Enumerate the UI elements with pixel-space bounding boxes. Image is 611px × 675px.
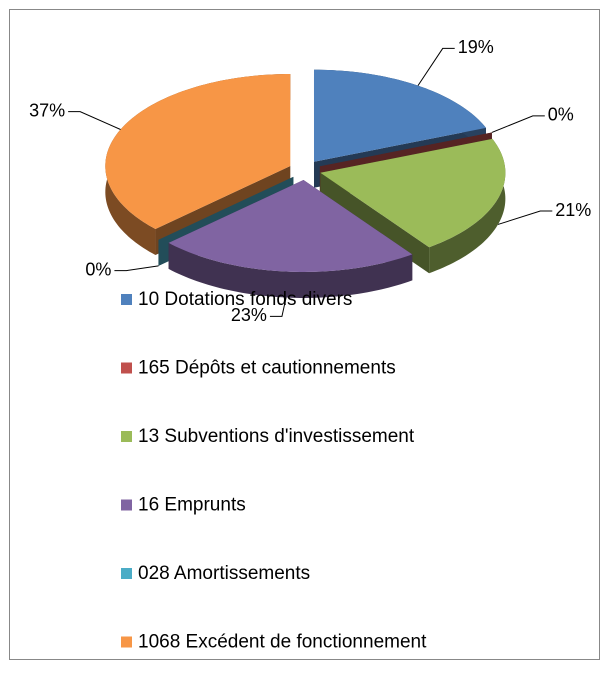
- data-label: 19%: [458, 37, 494, 57]
- legend-label: 1068 Excédent de fonctionnement: [138, 632, 427, 653]
- legend-swatch: [121, 362, 132, 374]
- leader-line: [68, 111, 121, 130]
- leader-line: [491, 115, 545, 133]
- slice-wall: [429, 138, 506, 274]
- legend-swatch: [121, 636, 132, 648]
- slice-top: [168, 179, 413, 272]
- slice-wall: [168, 242, 413, 298]
- leader-line: [269, 297, 287, 317]
- legend-label: 13 Subventions d'investissement: [138, 426, 415, 447]
- legend-swatch: [121, 294, 132, 305]
- legend-swatch: [121, 431, 132, 442]
- legend-swatch: [121, 568, 132, 579]
- legend-swatch: [121, 499, 132, 511]
- chart-border: [9, 9, 600, 660]
- data-label: 23%: [231, 305, 267, 325]
- legend-label: 10 Dotations fonds divers: [138, 289, 352, 310]
- leader-line: [417, 47, 455, 86]
- slice-top: [105, 74, 291, 230]
- data-label: 0%: [85, 259, 111, 279]
- legend-label: 165 Dépôts et cautionnements: [138, 358, 396, 379]
- leader-line: [497, 210, 553, 225]
- data-label: 37%: [29, 100, 65, 120]
- data-label: 0%: [548, 105, 574, 125]
- legend-label: 16 Emprunts: [138, 495, 246, 516]
- slice-top: [320, 138, 506, 248]
- legend-label: 028 Amortissements: [138, 563, 310, 584]
- data-label: 21%: [555, 200, 591, 220]
- pie-slice: [168, 179, 413, 298]
- leader-line: [114, 265, 159, 272]
- slice-top: [313, 69, 487, 162]
